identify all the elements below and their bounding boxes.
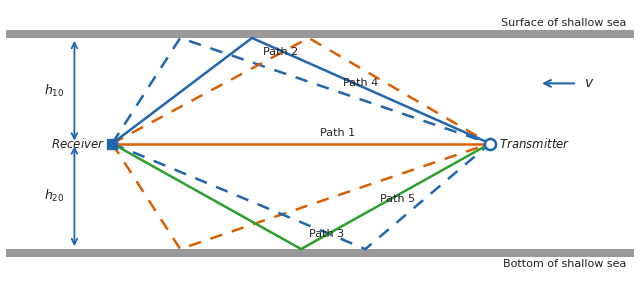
Text: $h_{10}$: $h_{10}$: [44, 83, 65, 99]
Text: Path 2: Path 2: [263, 47, 299, 57]
Text: Path 3: Path 3: [308, 229, 344, 239]
Text: $\mathit{Transmitter}$: $\mathit{Transmitter}$: [499, 137, 571, 150]
Text: $\mathit{Receiver}$: $\mathit{Receiver}$: [51, 137, 104, 150]
Text: $\mathit{v}$: $\mathit{v}$: [584, 76, 595, 90]
Text: Path 4: Path 4: [342, 78, 378, 88]
Text: Surface of shallow sea: Surface of shallow sea: [500, 18, 626, 28]
Text: $h_{20}$: $h_{20}$: [44, 188, 65, 204]
Text: Path 5: Path 5: [380, 194, 415, 204]
Text: Bottom of shallow sea: Bottom of shallow sea: [502, 259, 626, 269]
Text: Path 1: Path 1: [320, 128, 355, 138]
